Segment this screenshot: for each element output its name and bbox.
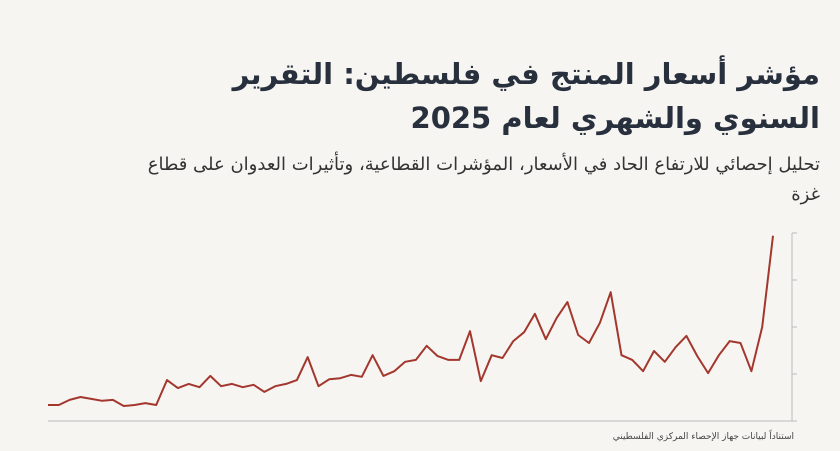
data-line — [48, 235, 774, 407]
source-note: استناداً لبيانات جهاز الإحصاء المركزي ال… — [612, 432, 794, 442]
chart-subtitle: تحليل إحصائي للارتفاع الحاد في الأسعار، … — [147, 154, 820, 205]
chart-title: مؤشر أسعار المنتج في فلسطين: التقرير الس… — [232, 57, 820, 135]
